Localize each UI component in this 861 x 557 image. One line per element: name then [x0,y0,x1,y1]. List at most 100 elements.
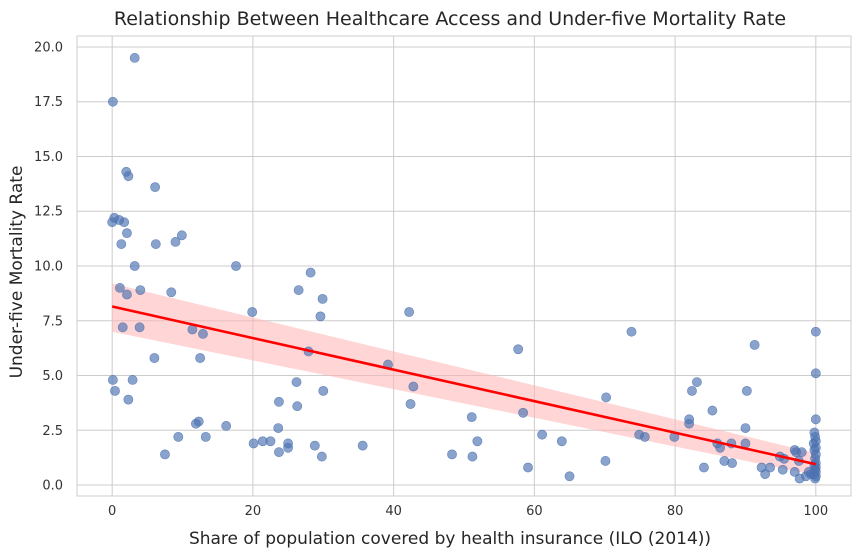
data-point [404,307,415,317]
data-point [601,392,612,403]
data-point [117,322,128,333]
x-tick-label: 80 [667,504,684,519]
chart-title: Relationship Between Healthcare Access a… [114,8,786,30]
confidence-band-layer [112,283,816,476]
data-point [170,237,181,247]
data-point [447,449,457,460]
y-tick-label: 10.0 [34,260,63,275]
data-point [150,239,161,249]
data-point [556,436,567,447]
data-point [564,471,575,482]
data-point [135,285,146,295]
data-point [692,377,702,387]
data-point [466,412,477,423]
data-point [684,418,695,429]
x-tick-label: 100 [803,504,828,519]
y-tick-label: 20.0 [34,40,63,55]
data-point [639,431,650,442]
data-point [134,322,145,333]
data-point [789,467,800,477]
data-point [699,462,709,473]
data-point [191,418,201,429]
data-point [176,230,187,241]
data-point [740,423,751,433]
data-point [122,289,132,300]
data-point [537,429,548,440]
data-point [221,421,232,431]
data-point [119,217,130,228]
data-point [741,385,752,396]
data-point [198,329,208,339]
data-point [357,440,368,451]
data-point [247,307,258,317]
y-tick-label: 2.5 [42,424,63,439]
data-point [116,239,127,249]
data-point [273,423,284,433]
data-point [801,471,811,482]
data-point [318,385,329,396]
x-tick-label: 60 [526,504,543,519]
data-point [149,353,160,363]
plot-frame [76,35,852,497]
data-point [283,442,293,453]
x-tick-label: 0 [108,504,116,519]
data-point [600,456,611,466]
data-point [150,182,161,193]
data-point [123,171,134,182]
data-point [293,285,304,295]
data-point [727,458,737,469]
data-point [173,431,184,442]
data-point [315,311,326,322]
data-point [523,462,533,473]
x-axis-label: Share of population covered by health in… [189,529,711,549]
x-tick-labels: 0 20 40 60 80 100 [108,504,828,519]
data-point [107,96,118,107]
data-point [687,385,697,396]
data-point [626,326,637,337]
data-point [291,377,302,387]
confidence-band [112,283,816,476]
data-point [765,462,775,473]
data-point [749,339,760,350]
y-tick-label: 0.0 [42,479,63,494]
data-point [472,436,483,447]
data-point [127,375,138,385]
points-layer [107,53,821,484]
data-point [408,381,419,392]
data-point [317,293,328,304]
data-point [513,344,524,355]
data-point [810,326,821,337]
data-point [760,469,771,479]
y-tick-label: 17.5 [34,95,63,110]
y-tick-label: 12.5 [34,205,63,220]
y-tick-labels: 0.0 2.5 5.0 7.5 10.0 12.5 15.0 17.5 20.0 [34,40,63,493]
data-point [467,451,478,462]
data-point [274,447,284,458]
data-point [129,53,140,63]
data-point [274,396,284,407]
regression-line [111,305,817,466]
y-tick-label: 15.0 [34,150,63,165]
data-point [231,261,241,271]
x-tick-label: 40 [385,504,402,519]
grid [77,36,851,496]
y-axis-label: Under-five Mortality Rate [7,166,27,379]
data-point [309,440,320,451]
data-point [810,414,821,425]
data-point [777,464,788,475]
y-tick-label: 5.0 [42,369,63,384]
data-point [265,436,276,447]
data-point [810,368,821,379]
data-point [796,447,807,458]
x-tick-label: 20 [245,504,262,519]
trend-line-layer [111,305,817,466]
data-point [160,449,170,460]
data-point [518,407,529,418]
data-point [107,375,118,385]
data-point [707,405,718,416]
data-point [129,261,140,271]
data-point [110,385,120,396]
data-point [195,353,206,363]
y-tick-label: 7.5 [42,314,63,329]
